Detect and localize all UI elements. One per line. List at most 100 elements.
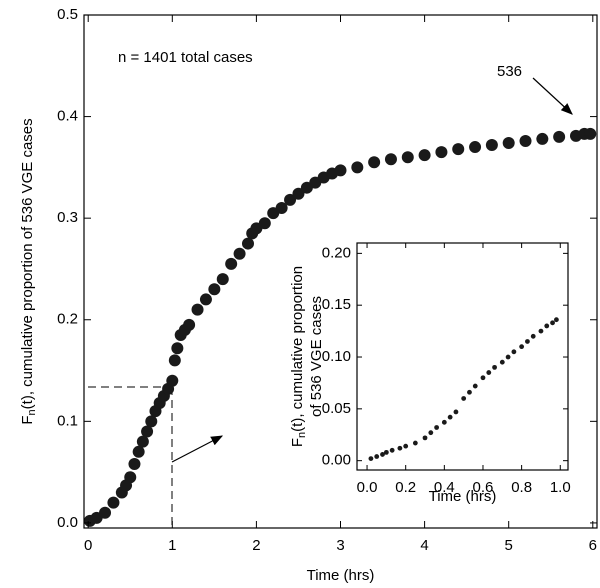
point xyxy=(166,374,179,387)
point xyxy=(554,317,559,323)
point xyxy=(511,349,517,355)
point xyxy=(401,151,414,164)
x-tick-label: 3 xyxy=(336,537,344,554)
x-tick-label: 0.8 xyxy=(511,479,532,496)
y-label-part: (t), cumulative proportion of 536 VGE ca… xyxy=(19,118,36,409)
point xyxy=(99,506,112,519)
point xyxy=(374,454,380,459)
point xyxy=(485,139,498,152)
point xyxy=(368,156,381,169)
point xyxy=(538,328,544,334)
point xyxy=(124,471,137,484)
y-tick-label: 0.05 xyxy=(322,400,351,417)
y-tick-label: 0.1 xyxy=(57,412,78,429)
y-tick-label: 0.0 xyxy=(57,514,78,531)
point xyxy=(132,445,145,458)
point xyxy=(536,132,549,145)
point xyxy=(258,217,271,230)
point xyxy=(380,452,385,457)
x-tick-label: 2 xyxy=(252,537,260,554)
point xyxy=(553,130,566,143)
x-tick-label: 6 xyxy=(589,537,597,554)
y-label-sub: n xyxy=(26,409,38,415)
y-axis-label: Fn(t), cumulative proportion of 536 VGE … xyxy=(19,118,38,424)
point xyxy=(480,375,486,381)
point xyxy=(452,143,465,156)
point xyxy=(171,342,184,355)
annotation: n = 1401 total cases xyxy=(118,49,253,66)
point xyxy=(422,435,428,441)
y-axis-label: Fn(t), cumulative proportion xyxy=(289,266,308,447)
point xyxy=(384,153,397,166)
x-tick-label: 0.4 xyxy=(434,479,455,496)
point xyxy=(216,273,229,286)
point xyxy=(383,449,389,455)
point xyxy=(168,354,181,367)
point xyxy=(241,237,254,250)
point xyxy=(225,257,238,270)
point xyxy=(145,415,158,428)
y-label-sub: n xyxy=(296,432,308,438)
point xyxy=(544,323,550,329)
x-tick-label: 5 xyxy=(505,537,513,554)
point xyxy=(453,409,459,415)
y-tick-label: 0.10 xyxy=(322,348,351,365)
point xyxy=(418,149,431,162)
point xyxy=(505,354,511,360)
x-tick-label: 0.6 xyxy=(473,479,494,496)
point xyxy=(199,293,212,306)
x-tick-label: 1.0 xyxy=(550,479,571,496)
x-axis-label: Time (hrs) xyxy=(429,488,497,505)
point xyxy=(447,414,453,420)
point xyxy=(469,141,482,154)
x-axis-label: Time (hrs) xyxy=(307,567,375,584)
y-tick-label: 0.15 xyxy=(322,296,351,313)
y-tick-label: 0.2 xyxy=(57,311,78,328)
point xyxy=(334,164,347,177)
point xyxy=(351,161,364,174)
point xyxy=(107,496,120,509)
point xyxy=(525,339,530,344)
point xyxy=(461,396,467,401)
arrow xyxy=(171,435,224,463)
point xyxy=(472,383,478,389)
point xyxy=(128,458,141,471)
point xyxy=(519,344,525,350)
point xyxy=(467,389,472,395)
point xyxy=(292,187,305,200)
y-tick-label: 0.20 xyxy=(322,244,351,261)
point xyxy=(435,146,448,159)
point xyxy=(584,127,597,140)
x-tick-label: 4 xyxy=(420,537,428,554)
point xyxy=(412,440,418,446)
point xyxy=(208,283,221,296)
point xyxy=(530,333,536,339)
inset-background xyxy=(357,243,568,470)
y-label-part: (t), cumulative proportion xyxy=(289,266,306,432)
point xyxy=(428,430,434,436)
point xyxy=(434,425,440,430)
point xyxy=(191,303,204,316)
point xyxy=(502,136,515,149)
y-tick-label: 0.3 xyxy=(57,209,78,226)
point xyxy=(389,447,395,453)
y-axis-label: of 536 VGE cases xyxy=(308,296,325,417)
plot-frame xyxy=(356,242,569,471)
y-label-part: F xyxy=(19,415,36,424)
point xyxy=(441,419,447,425)
point xyxy=(550,320,555,326)
point xyxy=(233,247,246,260)
annotation: 536 xyxy=(497,63,522,80)
point xyxy=(275,202,288,215)
x-tick-label: 1 xyxy=(168,537,176,554)
x-tick-label: 0.2 xyxy=(395,479,416,496)
point xyxy=(499,359,505,365)
x-tick-label: 0 xyxy=(84,537,92,554)
y-tick-label: 0.00 xyxy=(322,452,351,469)
arrow xyxy=(532,77,573,115)
y-tick-label: 0.4 xyxy=(57,108,78,125)
y-tick-label: 0.5 xyxy=(57,6,78,23)
point xyxy=(519,134,532,147)
point xyxy=(141,425,154,438)
